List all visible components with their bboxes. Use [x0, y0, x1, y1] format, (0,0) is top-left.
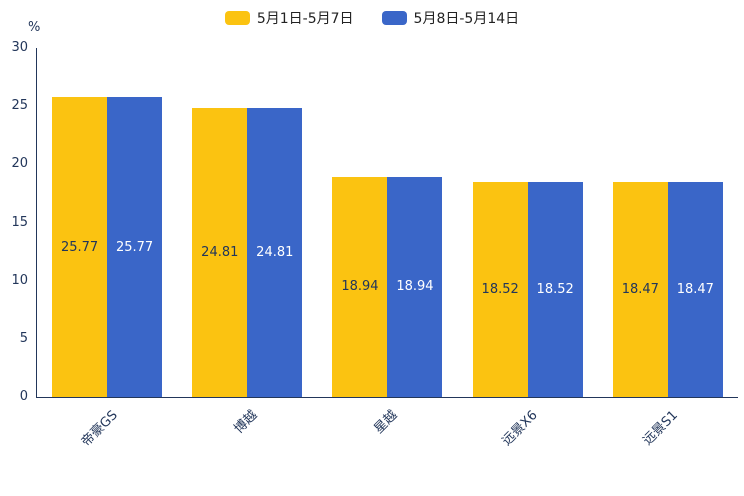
bar-group: 18.52 18.52 远景X6 [472, 48, 583, 449]
plot-area: 25.77 25.77 帝豪GS 24.81 24.81 博越 18.94 18.94 星越 18… [36, 48, 738, 450]
y-tick-label: 25 [11, 98, 28, 114]
y-tick-label: 0 [19, 389, 28, 404]
y-tick-label: 5 [19, 330, 28, 346]
bar-value-label: 25.77 [115, 239, 154, 255]
bar: 25.77 [107, 97, 163, 397]
x-axis-label-wrap: 远景S1 [625, 405, 682, 449]
bar: 24.81 [247, 108, 303, 397]
y-tick-label: 30 [11, 40, 28, 55]
y-tick-label: 15 [11, 214, 28, 230]
x-axis-label-wrap: 帝豪GS [63, 405, 121, 450]
legend-label: 5月8日-5月14日 [413, 11, 520, 27]
bar: 18.47 [612, 182, 668, 397]
legend-item-week2[interactable]: 5月8日-5月14日 [381, 8, 520, 28]
bar: 18.94 [332, 176, 388, 397]
bar-group: 18.47 18.47 远景S1 [612, 48, 723, 449]
x-axis-label: 星越 [371, 407, 401, 437]
chart-legend: 5月1日-5月7日 5月8日-5月14日 [0, 8, 744, 28]
bar-group: 25.77 25.77 帝豪GS [52, 48, 163, 450]
legend-swatch-yellow [224, 11, 250, 25]
y-axis-unit-label: % [28, 20, 41, 35]
bar: 24.81 [192, 108, 248, 397]
x-axis-label-wrap: 星越 [361, 405, 401, 437]
bar: 18.52 [527, 181, 583, 397]
x-axis-label: 帝豪GS [78, 407, 121, 450]
y-tick-label: 20 [11, 156, 28, 172]
x-axis-label-wrap: 远景X6 [484, 405, 541, 449]
bar: 18.47 [667, 182, 723, 397]
bar-value-label: 25.77 [60, 239, 99, 255]
bar-group: 24.81 24.81 博越 [192, 48, 303, 437]
bar-value-label: 18.94 [341, 279, 379, 295]
bar-value-label: 24.81 [256, 245, 294, 261]
x-axis-label: 远景S1 [640, 407, 682, 449]
bar-value-label: 18.47 [676, 282, 714, 298]
bar-value-label: 18.94 [396, 279, 434, 295]
bar: 18.94 [387, 176, 443, 397]
bar-group: 18.94 18.94 星越 [332, 48, 443, 437]
y-axis: 0 5 10 15 20 25 30 [0, 0, 28, 496]
legend-label: 5月1日-5月7日 [256, 11, 354, 27]
bar-value-label: 24.81 [201, 245, 239, 261]
legend-swatch-blue [381, 11, 407, 25]
x-axis-label: 远景X6 [499, 407, 542, 449]
bar: 25.77 [52, 97, 108, 397]
bar-value-label: 18.47 [621, 282, 659, 298]
legend-item-week1[interactable]: 5月1日-5月7日 [224, 8, 354, 28]
bar: 18.52 [472, 181, 528, 397]
x-axis-label: 博越 [231, 407, 261, 437]
bar-value-label: 18.52 [536, 281, 574, 297]
x-axis-label-wrap: 博越 [221, 405, 261, 437]
bar-value-label: 18.52 [481, 281, 519, 297]
y-tick-label: 10 [11, 272, 28, 288]
